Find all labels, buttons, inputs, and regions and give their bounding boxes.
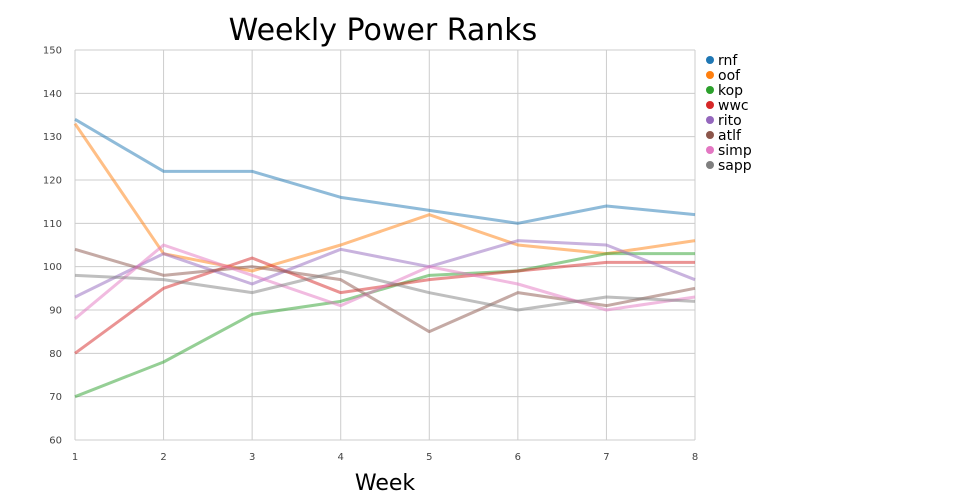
y-tick-label: 120: [43, 176, 62, 187]
legend-label-rnf: rnf: [718, 53, 738, 69]
series-lines: [73, 118, 696, 399]
x-tick-label: 8: [692, 452, 698, 463]
legend-label-oof: oof: [718, 68, 741, 84]
x-tick-label: 5: [426, 452, 432, 463]
x-tick-label: 7: [603, 452, 609, 463]
x-tick-label: 3: [249, 452, 255, 463]
legend-label-sapp: sapp: [718, 158, 752, 174]
legend-marker-wwc: [706, 101, 714, 109]
legend-marker-rnf: [706, 56, 714, 64]
y-tick-label: 90: [49, 306, 62, 317]
series-line-rito: [74, 239, 696, 299]
y-tick-label: 130: [43, 132, 62, 143]
y-tick-label: 60: [49, 436, 62, 447]
series-line-simp: [74, 243, 696, 320]
y-tick-label: 150: [43, 46, 62, 57]
y-tick-label: 70: [49, 392, 62, 403]
x-tick-label: 1: [72, 452, 78, 463]
series-line-atlf: [74, 247, 696, 334]
legend-marker-simp: [706, 146, 714, 154]
series-line-oof: [73, 122, 696, 273]
series-line-sapp: [74, 269, 696, 312]
legend-label-rito: rito: [718, 113, 742, 129]
legend-marker-kop: [706, 86, 714, 94]
x-axis-ticks: 1 2 3 4 5 6 7 8: [72, 452, 698, 463]
x-axis-label: Week: [355, 471, 416, 496]
x-tick-label: 4: [338, 452, 344, 463]
legend-label-wwc: wwc: [718, 98, 749, 114]
y-tick-label: 100: [43, 262, 62, 273]
legend-marker-oof: [706, 71, 714, 79]
x-tick-label: 6: [515, 452, 521, 463]
series-line-kop: [74, 252, 695, 399]
chart-title: Weekly Power Ranks: [229, 13, 538, 48]
legend-marker-sapp: [706, 161, 714, 169]
legend-label-kop: kop: [718, 83, 743, 99]
x-tick-label: 2: [160, 452, 166, 463]
legend-label-simp: simp: [718, 143, 752, 159]
y-tick-label: 80: [49, 349, 62, 360]
y-tick-label: 110: [43, 219, 62, 230]
legend-label-atlf: atlf: [718, 128, 742, 144]
legend-marker-rito: [706, 116, 714, 124]
y-axis-ticks: 60 70 80 90 100 110 120 130 140 150: [43, 46, 62, 447]
legend-marker-atlf: [706, 131, 714, 139]
series-line-rnf: [74, 118, 696, 225]
y-tick-label: 140: [43, 89, 62, 100]
